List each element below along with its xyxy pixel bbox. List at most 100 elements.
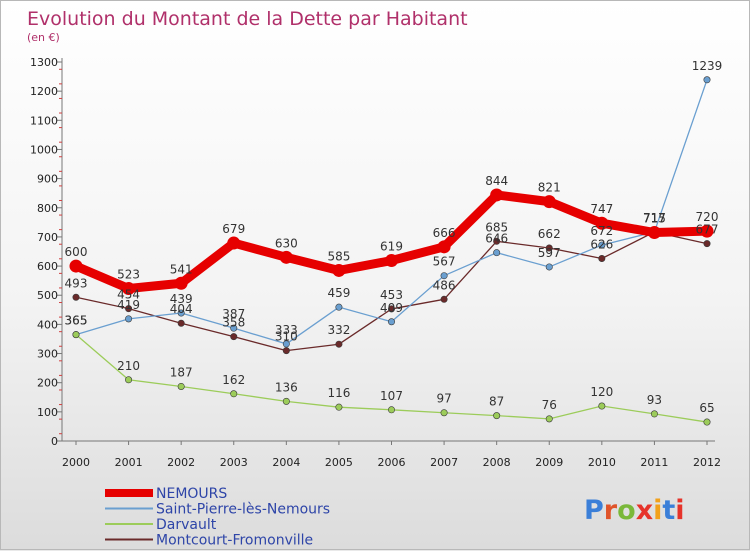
data-label: 459 (327, 286, 350, 300)
logo-letter: r (604, 495, 618, 526)
y-tick-label: 1100 (30, 114, 58, 127)
logo-letter: o (617, 495, 636, 526)
y-tick-label: 1200 (30, 85, 58, 98)
data-label: 419 (117, 298, 140, 312)
data-point (227, 236, 241, 250)
data-labels: 600 523 541 679 630 585 619 666 844 821 747 715 720 3… (65, 59, 723, 415)
data-label: 720 (696, 210, 719, 224)
legend-label: Saint-Pierre-lès-Nemours (156, 502, 330, 518)
legend-label: NEMOURS (156, 486, 227, 502)
data-label: 76 (542, 398, 557, 412)
data-point (125, 305, 133, 313)
data-label: 97 (436, 392, 451, 406)
data-point (647, 226, 661, 240)
data-label: 454 (117, 288, 140, 302)
data-label: 821 (538, 181, 561, 195)
data-label: 136 (275, 380, 298, 394)
data-label: 93 (647, 393, 662, 407)
data-point (490, 188, 504, 202)
data-point (332, 263, 346, 277)
data-label: 717 (643, 211, 666, 225)
data-label: 685 (485, 220, 508, 234)
logo-letter: i (653, 495, 662, 526)
data-point (282, 340, 290, 348)
data-label: 597 (538, 246, 561, 260)
data-point (282, 347, 290, 355)
y-tick-label: 1000 (30, 143, 58, 156)
data-point (440, 295, 448, 303)
data-point (545, 244, 553, 252)
data-point (279, 250, 293, 264)
data-point (598, 254, 606, 262)
x-tick-label: 2012 (693, 456, 721, 469)
data-label: 666 (433, 226, 456, 240)
data-point (230, 324, 238, 332)
data-point (335, 303, 343, 311)
data-label: 672 (590, 224, 613, 238)
x-tick-label: 2009 (535, 456, 563, 469)
data-label: 187 (170, 365, 193, 379)
data-point (177, 382, 185, 390)
y-tick-label: 700 (37, 231, 58, 244)
data-label: 486 (433, 278, 456, 292)
data-label: 1239 (692, 59, 723, 73)
x-tick-label: 2011 (640, 456, 668, 469)
data-point (493, 237, 501, 245)
data-label: 107 (380, 389, 403, 403)
data-point (385, 254, 398, 268)
data-point (703, 240, 711, 248)
data-point (440, 409, 448, 417)
chart-title: Evolution du Montant de la Dette par Hab… (27, 8, 468, 30)
data-label: 365 (65, 314, 88, 328)
data-label: 717 (643, 211, 666, 225)
data-label: 439 (170, 292, 193, 306)
logo-letter: P (584, 495, 604, 526)
data-point (282, 397, 290, 405)
x-tick-label: 2006 (378, 456, 406, 469)
data-point (387, 318, 395, 326)
data-label: 585 (327, 249, 350, 263)
data-label: 120 (590, 385, 613, 399)
x-tick-label: 2003 (220, 456, 248, 469)
data-point (387, 406, 395, 414)
logo-letter: i (675, 495, 684, 526)
data-point (598, 402, 606, 410)
data-label: 365 (65, 314, 88, 328)
data-label: 619 (380, 240, 403, 254)
data-point (230, 333, 238, 341)
data-label: 210 (117, 359, 140, 373)
x-tick-label: 2005 (325, 456, 353, 469)
data-point (437, 240, 451, 254)
data-point (545, 263, 553, 271)
data-label: 404 (170, 302, 193, 316)
x-tick-label: 2010 (588, 456, 616, 469)
data-point (335, 340, 343, 348)
data-point (177, 309, 185, 317)
logo-letter: t (662, 495, 675, 526)
data-point (650, 410, 658, 418)
data-label: 600 (65, 245, 88, 259)
legend-label: Montcourt-Fromonville (156, 533, 313, 549)
data-label: 310 (275, 330, 298, 344)
y-tick-label: 500 (37, 289, 58, 302)
x-tick-label: 2008 (483, 456, 511, 469)
y-tick-label: 800 (37, 202, 58, 215)
data-point (72, 331, 80, 339)
data-label: 333 (275, 323, 298, 337)
data-label: 87 (489, 395, 504, 409)
y-tick-label: 100 (37, 406, 58, 419)
data-point (493, 249, 501, 257)
y-tick-label: 300 (37, 348, 58, 361)
logo-letter: x (636, 495, 653, 526)
data-point (595, 216, 609, 230)
data-label: 677 (696, 223, 719, 237)
x-tick-label: 2000 (62, 456, 90, 469)
data-point (700, 224, 714, 238)
chart-subtitle: (en €) (27, 31, 60, 44)
data-point (703, 418, 711, 426)
data-label: 567 (433, 255, 456, 269)
series-lines (69, 76, 714, 426)
data-point (125, 376, 133, 384)
